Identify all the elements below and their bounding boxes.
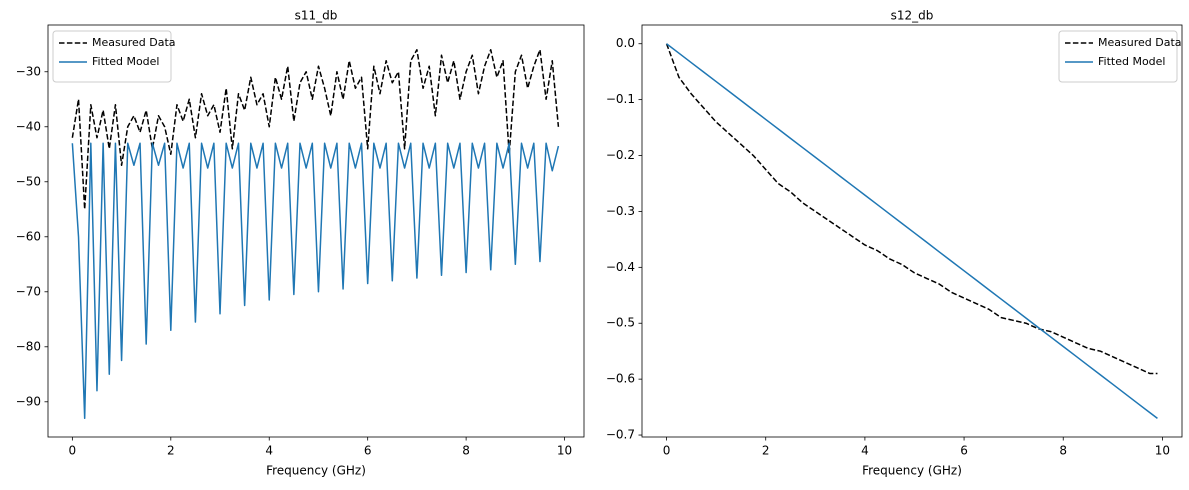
y-tick-label: −40 — [16, 119, 41, 133]
legend-label: Measured Data — [1098, 36, 1182, 49]
y-tick-label: −0.6 — [606, 372, 635, 386]
y-tick-label: −60 — [16, 229, 41, 243]
x-tick-label: 4 — [265, 444, 273, 458]
x-axis-label: Frequency (GHz) — [266, 464, 366, 478]
x-tick-label: 10 — [557, 444, 572, 458]
x-tick-label: 2 — [762, 444, 770, 458]
chart-title: s11_db — [295, 9, 338, 23]
x-tick-label: 6 — [960, 444, 968, 458]
legend-label: Fitted Model — [1098, 55, 1165, 68]
x-tick-label: 8 — [1059, 444, 1067, 458]
legend-box — [52, 30, 172, 83]
x-tick-label: 2 — [167, 444, 175, 458]
x-axis-label: Frequency (GHz) — [862, 464, 962, 478]
axes-frame — [641, 24, 1183, 438]
series-line — [665, 43, 1158, 375]
x-tick-label: 0 — [69, 444, 77, 458]
y-tick-label: −0.7 — [606, 428, 635, 442]
y-tick-label: 0.0 — [616, 36, 635, 50]
y-tick-label: −30 — [16, 64, 41, 78]
legend-box — [1058, 30, 1178, 83]
series-line — [666, 43, 1158, 419]
legend-label: Fitted Model — [92, 55, 159, 68]
y-tick-label: −80 — [16, 339, 41, 353]
legend-label: Measured Data — [92, 36, 176, 49]
series-line — [71, 49, 560, 211]
x-tick-label: 4 — [861, 444, 869, 458]
x-tick-label: 6 — [364, 444, 372, 458]
y-tick-label: −0.1 — [606, 92, 635, 106]
y-tick-label: −90 — [16, 394, 41, 408]
y-tick-label: −0.2 — [606, 148, 635, 162]
y-tick-label: −0.5 — [606, 316, 635, 330]
y-tick-label: −0.4 — [606, 260, 635, 274]
y-tick-label: −70 — [16, 284, 41, 298]
axes-frame — [47, 24, 585, 438]
x-tick-label: 10 — [1155, 444, 1170, 458]
x-tick-label: 0 — [663, 444, 671, 458]
y-tick-label: −50 — [16, 174, 41, 188]
series-line — [71, 142, 560, 420]
chart-title: s12_db — [891, 9, 934, 23]
y-tick-label: −0.3 — [606, 204, 635, 218]
x-tick-label: 8 — [462, 444, 470, 458]
